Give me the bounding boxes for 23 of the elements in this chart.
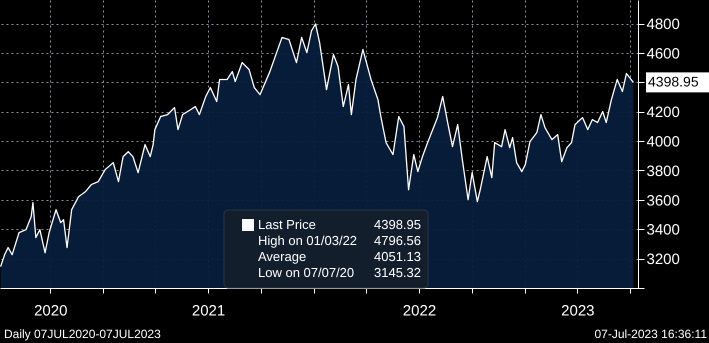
x-tick-label: 2021 xyxy=(192,302,226,320)
text: 4398.95 xyxy=(648,73,699,90)
x-tick-label: 2022 xyxy=(402,302,436,320)
y-tick-label: 4200 xyxy=(646,104,680,122)
text: 07-Jul-2023 16:36:11 xyxy=(594,327,708,341)
annotation: High on 01/03/22 xyxy=(258,233,358,248)
y-tick-label: 3200 xyxy=(646,251,680,268)
y-tick-label: 4000 xyxy=(646,134,680,151)
x-tick-label: 2023 xyxy=(561,302,595,320)
annotation: 4051.13 xyxy=(374,249,421,264)
annotation: 4796.56 xyxy=(374,233,421,248)
y-tick-label: 4600 xyxy=(646,45,680,62)
y-tick-label: 3600 xyxy=(646,192,680,210)
annotation: 3145.32 xyxy=(374,265,421,280)
legend-label: Last Price xyxy=(258,217,316,232)
annotation: Average xyxy=(258,249,306,264)
x-tick-label: 2020 xyxy=(34,302,68,320)
text: Daily 07JUL2020-07JUL2023 xyxy=(4,327,162,341)
annotation: 4398.95 xyxy=(374,217,421,232)
annotation: Low on 07/07/20 xyxy=(258,265,354,280)
y-tick-label: 4800 xyxy=(646,16,680,34)
y-tick-label: 3400 xyxy=(646,222,680,239)
y-tick-label: 3800 xyxy=(646,162,680,180)
